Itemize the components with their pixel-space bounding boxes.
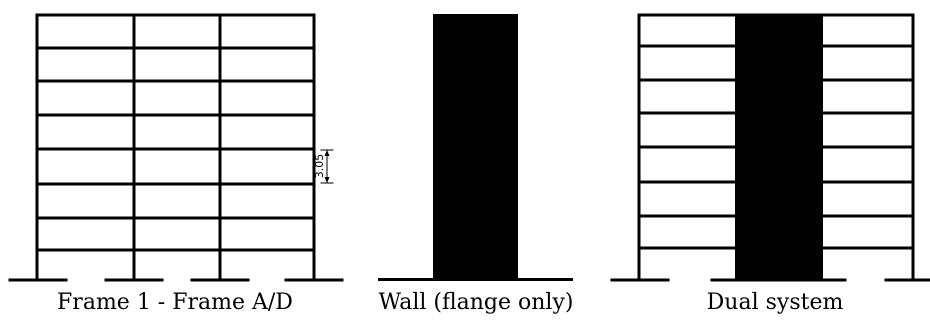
- dual-system-panel: [610, 13, 930, 282]
- frame-caption: Frame 1 - Frame A/D: [57, 290, 293, 315]
- storey-height-dimension: 3.05: [313, 149, 334, 184]
- dual-system-caption: Dual system: [706, 290, 844, 315]
- frame-columns: [35, 13, 316, 282]
- wall-panel: [378, 14, 573, 281]
- dimension-label: 3.05: [313, 154, 326, 179]
- shear-wall: [433, 14, 518, 280]
- core-wall: [735, 14, 823, 280]
- frame-beams: [35, 13, 316, 252]
- dual-beams: [637, 13, 915, 250]
- wall-caption: Wall (flange only): [378, 290, 574, 315]
- dimension-arrow-down: [324, 177, 330, 183]
- dimension-arrow-up: [324, 150, 330, 156]
- dual-columns: [637, 13, 915, 282]
- frame-panel: 3.05: [8, 13, 344, 282]
